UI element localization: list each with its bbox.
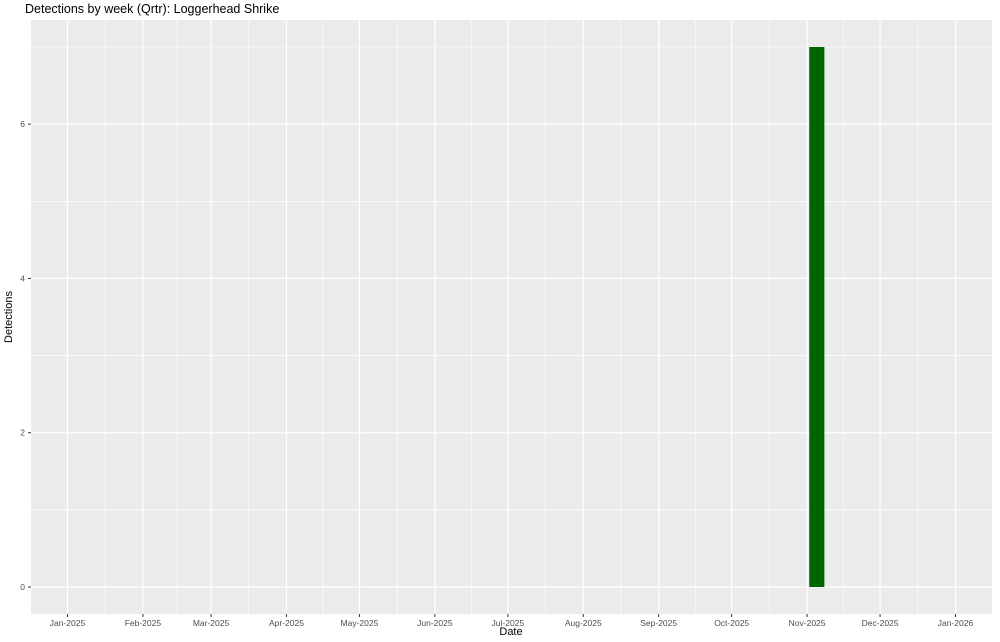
y-axis: 0 2 4 6 (20, 119, 31, 592)
x-tick-label: Nov-2025 (789, 618, 826, 628)
x-tick-label: Oct-2025 (714, 618, 749, 628)
x-tick-label: Jan-2026 (938, 618, 974, 628)
x-tick-label: Jan-2025 (50, 618, 86, 628)
x-tick-label: May-2025 (341, 618, 379, 628)
x-axis-label: Date (499, 626, 522, 638)
y-tick-label: 0 (20, 582, 25, 592)
bar (809, 47, 825, 587)
major-gridlines (31, 20, 992, 614)
x-tick-label: Dec-2025 (862, 618, 899, 628)
x-axis: Jan-2025 Feb-2025 Mar-2025 Apr-2025 May-2025… (50, 614, 974, 628)
x-tick-label: Jun-2025 (417, 618, 453, 628)
x-tick-label: Aug-2025 (565, 618, 602, 628)
x-tick-label: Feb-2025 (125, 618, 162, 628)
minor-gridlines (31, 20, 992, 614)
y-tick-label: 4 (20, 273, 25, 283)
chart-title: Detections by week (Qrtr): Loggerhead Sh… (25, 2, 279, 16)
y-tick-label: 2 (20, 428, 25, 438)
x-tick-label: Jul-2025 (492, 618, 525, 628)
x-tick-label: Apr-2025 (269, 618, 304, 628)
y-tick-label: 6 (20, 119, 25, 129)
plot-panel (31, 20, 992, 614)
x-tick-label: Mar-2025 (193, 618, 230, 628)
bars (809, 47, 825, 587)
y-axis-label: Detections (3, 291, 15, 343)
x-tick-label: Sep-2025 (640, 618, 677, 628)
